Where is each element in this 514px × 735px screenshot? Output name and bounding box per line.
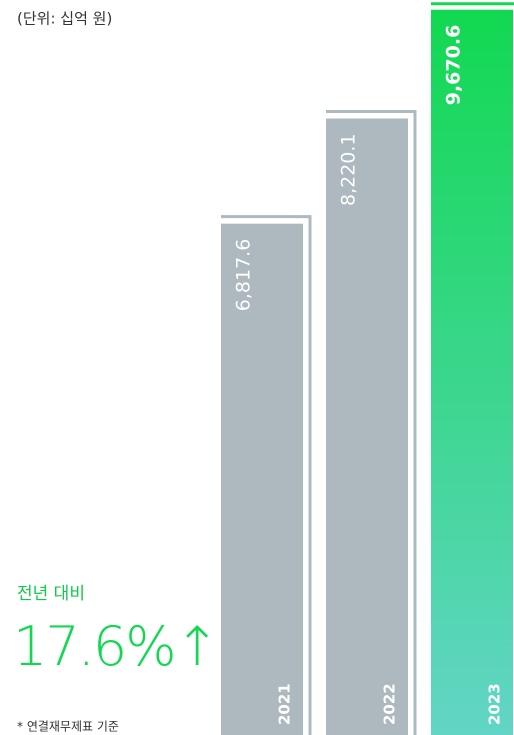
x-tick-label: 2021: [276, 683, 294, 725]
footnote: * 연결재무제표 기준: [17, 720, 119, 734]
annotation-value: 17.6%↑: [13, 615, 218, 678]
x-tick-label: 2022: [381, 683, 399, 725]
bar: [431, 9, 513, 735]
value-label: 9,670.6: [443, 25, 465, 106]
value-label: 8,220.1: [338, 133, 360, 206]
bar: [326, 118, 408, 735]
value-label: 6,817.6: [233, 239, 255, 312]
unit-note: (단위: 십억 원): [17, 10, 112, 28]
x-tick-label: 2023: [486, 683, 504, 725]
annotation-title: 전년 대비: [17, 584, 85, 604]
bar: [221, 223, 303, 735]
bar-outline: [326, 109, 417, 735]
bar-outline: [221, 215, 312, 735]
